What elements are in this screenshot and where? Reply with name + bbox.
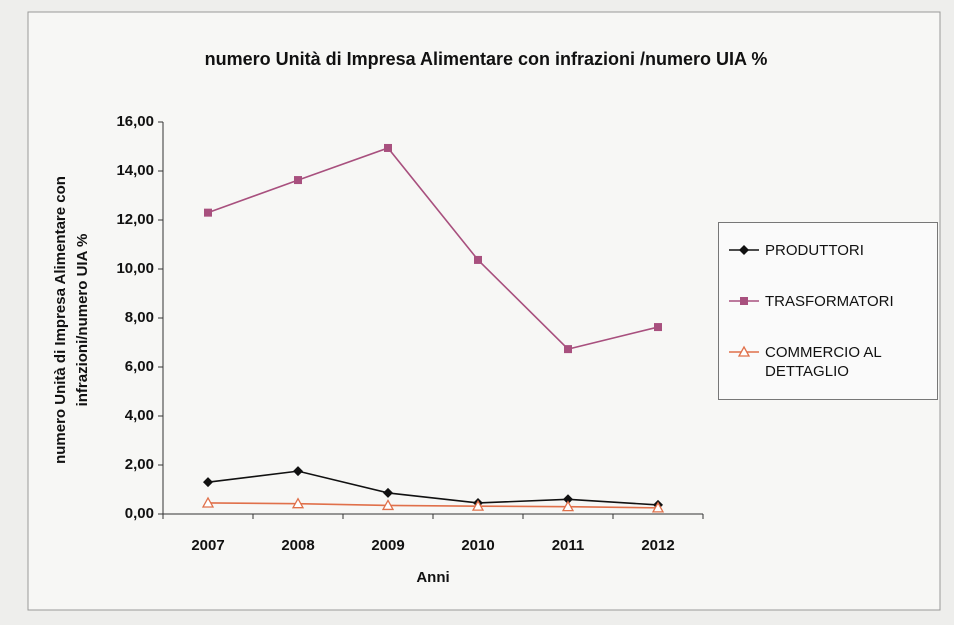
- marker: [201, 496, 215, 508]
- series-line: [207, 147, 659, 350]
- marker: [561, 500, 575, 512]
- chart-title: numero Unità di Impresa Alimentare con i…: [205, 49, 768, 69]
- y-tick-label: 14,00: [116, 162, 154, 179]
- marker: [739, 245, 749, 255]
- y-tick-label: 4,00: [125, 407, 154, 424]
- legend: PRODUTTORI TRASFORMATORI COMMERCIO AL DETT…: [718, 222, 938, 400]
- legend-item: COMMERCIO AL DETTAGLIO: [727, 343, 933, 381]
- marker: [474, 255, 482, 264]
- x-tick-label: 2009: [371, 537, 404, 554]
- legend-icon: [729, 245, 759, 255]
- y-tick-label: 2,00: [125, 456, 154, 473]
- y-tick-label: 16,00: [116, 113, 154, 130]
- x-tick-label: 2012: [641, 537, 674, 554]
- marker: [203, 477, 213, 488]
- x-tick-label: 2010: [461, 537, 494, 554]
- marker: [204, 208, 212, 217]
- y-tick-label: 12,00: [116, 211, 154, 228]
- y-tick-label: 6,00: [125, 358, 154, 375]
- marker: [294, 176, 302, 185]
- marker: [740, 297, 748, 305]
- legend-label: TRASFORMATORI: [765, 293, 894, 310]
- marker: [654, 323, 662, 332]
- legend-label: COMMERCIO AL DETTAGLIO: [765, 344, 882, 380]
- legend-label: PRODUTTORI: [765, 242, 864, 259]
- series-line: [207, 502, 659, 509]
- legend-icon: [729, 345, 759, 357]
- marker: [651, 501, 665, 513]
- x-tick-label: 2007: [191, 537, 224, 554]
- marker: [471, 499, 485, 511]
- y-tick-label: 8,00: [125, 309, 154, 326]
- x-axis-label: Anni: [416, 569, 449, 586]
- marker: [381, 499, 395, 511]
- marker: [563, 494, 573, 505]
- marker: [383, 487, 393, 498]
- y-axis-label: numero Unità di Impresa Alimentare con i…: [52, 176, 91, 464]
- y-tick-label: 10,00: [116, 260, 154, 277]
- marker: [291, 497, 305, 509]
- x-tick-label: 2008: [281, 537, 314, 554]
- y-tick-label: 0,00: [125, 505, 154, 522]
- marker: [737, 345, 751, 357]
- marker: [564, 345, 572, 354]
- legend-icon: [729, 297, 759, 305]
- legend-item: TRASFORMATORI: [727, 292, 933, 311]
- marker: [384, 143, 392, 152]
- marker: [293, 466, 303, 477]
- series-line: [207, 470, 659, 506]
- x-tick-label: 2011: [552, 537, 585, 554]
- legend-item: PRODUTTORI: [727, 241, 933, 260]
